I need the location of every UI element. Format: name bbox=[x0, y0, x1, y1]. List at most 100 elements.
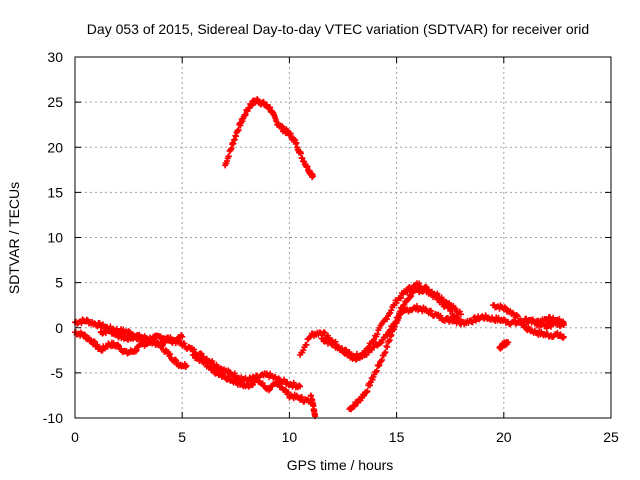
axis-ticks: 0 5 10 15 20 25 -10 -5 0 5 10 15 20 25 30 bbox=[43, 49, 619, 445]
data-point bbox=[373, 367, 380, 374]
x-tick-label: 25 bbox=[603, 429, 619, 445]
data-point bbox=[183, 362, 190, 369]
plot-frame bbox=[74, 56, 612, 419]
data-point bbox=[285, 389, 292, 396]
data-point bbox=[321, 329, 328, 336]
data-point bbox=[83, 316, 90, 323]
data-point bbox=[282, 386, 289, 393]
data-point bbox=[167, 351, 174, 358]
y-axis-label: SDTVAR / TECUs bbox=[6, 182, 22, 294]
series-arc-evening-a bbox=[490, 302, 567, 341]
data-point bbox=[408, 292, 415, 299]
data-point bbox=[217, 369, 224, 376]
data-point bbox=[457, 311, 464, 318]
y-tick-label: 15 bbox=[47, 184, 63, 200]
data-point bbox=[254, 375, 261, 382]
data-points bbox=[72, 96, 567, 420]
data-point bbox=[300, 347, 307, 354]
data-point bbox=[438, 297, 445, 304]
y-tick-label: 5 bbox=[55, 275, 63, 291]
x-axis-label: GPS time / hours bbox=[287, 457, 394, 473]
series-drop-11h bbox=[307, 392, 319, 420]
data-point bbox=[343, 347, 350, 354]
data-point bbox=[275, 380, 282, 387]
data-point bbox=[330, 340, 337, 347]
x-tick-label: 0 bbox=[71, 429, 79, 445]
data-point bbox=[517, 317, 524, 324]
data-point bbox=[279, 123, 286, 130]
series-arc-evening-b bbox=[496, 339, 512, 352]
data-point bbox=[369, 376, 376, 383]
data-point bbox=[81, 331, 88, 338]
data-point bbox=[382, 349, 389, 356]
data-point bbox=[448, 306, 455, 313]
x-tick-label: 10 bbox=[282, 429, 298, 445]
data-point bbox=[367, 382, 374, 389]
data-point bbox=[381, 350, 388, 357]
data-point bbox=[303, 341, 310, 348]
series-arc-rise-a bbox=[297, 280, 464, 363]
series-arc-high bbox=[222, 96, 316, 181]
data-point bbox=[324, 332, 331, 339]
series-arc-morning-c bbox=[97, 326, 186, 349]
data-point bbox=[387, 326, 394, 333]
series-arc-rise-c bbox=[318, 303, 454, 361]
series-arc-evening-c bbox=[522, 314, 567, 328]
data-point bbox=[505, 339, 512, 346]
data-point bbox=[525, 323, 532, 330]
data-point bbox=[514, 313, 521, 320]
data-point bbox=[395, 314, 402, 321]
data-point bbox=[173, 357, 180, 364]
data-point bbox=[560, 320, 567, 327]
x-tick-label: 15 bbox=[389, 429, 405, 445]
series-arc-midday bbox=[189, 351, 312, 405]
chart-title: Day 053 of 2015, Sidereal Day-to-day VTE… bbox=[87, 21, 589, 37]
data-point bbox=[346, 349, 353, 356]
data-point bbox=[424, 286, 431, 293]
data-point bbox=[266, 387, 273, 394]
data-point bbox=[501, 304, 508, 311]
data-point bbox=[99, 321, 106, 328]
data-point bbox=[179, 333, 186, 340]
data-point bbox=[133, 347, 140, 354]
data-point bbox=[379, 356, 386, 363]
y-tick-label: -5 bbox=[51, 365, 64, 381]
data-point bbox=[275, 375, 282, 382]
data-point bbox=[469, 319, 476, 326]
data-point bbox=[383, 316, 390, 323]
data-point bbox=[297, 383, 304, 390]
data-point bbox=[158, 342, 165, 349]
data-point bbox=[374, 331, 381, 338]
data-point bbox=[385, 338, 392, 345]
y-tick-label: -10 bbox=[43, 410, 63, 426]
data-point bbox=[397, 295, 404, 302]
data-point bbox=[296, 382, 303, 389]
data-point bbox=[375, 362, 382, 369]
data-point bbox=[172, 356, 179, 363]
data-point bbox=[364, 388, 371, 395]
data-point bbox=[383, 343, 390, 350]
data-point bbox=[96, 320, 103, 327]
y-tick-label: 30 bbox=[47, 49, 63, 65]
y-tick-label: 25 bbox=[47, 94, 63, 110]
y-tick-label: 20 bbox=[47, 139, 63, 155]
data-point bbox=[560, 333, 567, 340]
data-point bbox=[190, 346, 197, 353]
data-point bbox=[351, 403, 358, 410]
data-point bbox=[298, 394, 305, 401]
data-point bbox=[94, 341, 101, 348]
x-tick-label: 5 bbox=[178, 429, 186, 445]
data-point bbox=[427, 307, 434, 314]
data-point bbox=[225, 373, 232, 380]
data-point bbox=[384, 343, 391, 350]
data-point bbox=[235, 126, 242, 133]
data-point bbox=[400, 302, 407, 309]
data-point bbox=[516, 318, 523, 325]
data-point bbox=[361, 392, 368, 399]
data-point bbox=[231, 370, 238, 377]
data-point bbox=[115, 342, 122, 349]
grid-lines bbox=[75, 57, 611, 418]
data-point bbox=[404, 288, 411, 295]
data-point bbox=[181, 340, 188, 347]
